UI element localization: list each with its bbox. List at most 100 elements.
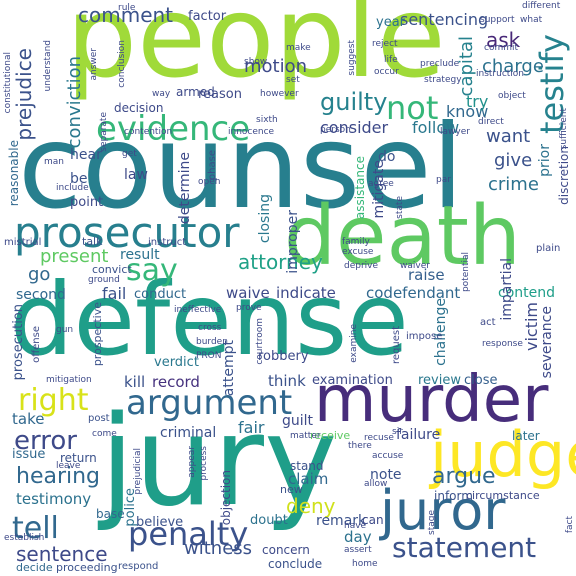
word-open: open: [198, 177, 221, 187]
word-ground: ground: [88, 275, 120, 285]
word-deny: deny: [286, 494, 336, 518]
word-prior: prior: [537, 144, 553, 177]
word-record: record: [152, 373, 200, 391]
word-argument: argument: [126, 383, 293, 423]
word-guilty: guilty: [320, 88, 388, 116]
word-review: review: [418, 373, 461, 388]
word-impartial: impartial: [499, 258, 515, 321]
word-judge: judge: [430, 418, 576, 491]
word-inform: inform: [434, 489, 473, 503]
word-prosecutor: prosecutor: [14, 208, 240, 257]
word-statement: statement: [392, 531, 537, 564]
word-stage: stage: [427, 510, 437, 535]
word-take: take: [12, 410, 45, 428]
word-determine: determine: [177, 152, 193, 225]
word-occur: occur: [374, 67, 399, 77]
word-concern: concern: [262, 543, 310, 557]
word-contention: contention: [124, 127, 173, 137]
word-strategy: strategy: [424, 75, 462, 85]
word-waive: waive: [226, 284, 270, 302]
word-have: have: [344, 521, 367, 531]
word-different: different: [522, 1, 561, 11]
word-home: home: [352, 559, 378, 569]
word-family: family: [342, 237, 370, 247]
word-present: present: [40, 246, 109, 267]
word-prejudicial: prejudicial: [133, 448, 143, 495]
word-prejudice: prejudice: [12, 48, 36, 141]
word-par: par: [436, 175, 451, 185]
word-sir: sir: [392, 427, 403, 437]
word-codefendant: codefendant: [366, 284, 461, 302]
word-new: new: [280, 483, 303, 496]
word-guilt: guilt: [282, 413, 314, 429]
word-second: second: [16, 287, 66, 303]
word-get: get: [122, 149, 137, 159]
word-result: result: [120, 247, 160, 263]
word-direct: direct: [478, 117, 504, 127]
word-separate: separate: [99, 112, 109, 152]
word-be: be: [70, 171, 88, 187]
word-instruct: instruct: [148, 237, 187, 248]
word-jury: jury: [100, 390, 338, 534]
word-agree: agree: [368, 179, 394, 189]
word-prospective: prospective: [91, 302, 104, 367]
word-instruction: instruction: [476, 69, 525, 79]
word-assistance: assistance: [353, 156, 367, 220]
word-receive: receive: [310, 429, 351, 442]
word-tell: tell: [12, 511, 59, 546]
word-charge: charge: [482, 56, 544, 77]
word-year: year: [376, 15, 406, 30]
word-objection: objection: [219, 470, 233, 526]
word-hear: hear: [70, 147, 102, 163]
word-victim: victim: [522, 302, 541, 352]
word-preclude: preclude: [420, 59, 460, 69]
word-man: man: [44, 157, 64, 167]
word-what: what: [520, 15, 543, 25]
word-decide: decide: [16, 561, 53, 574]
word-indicate: indicate: [276, 284, 336, 302]
word-sufficient: sufficient: [559, 108, 569, 150]
word-crime: crime: [488, 174, 539, 195]
word-constitutional: constitutional: [3, 52, 13, 114]
word-impose: impose: [406, 331, 443, 342]
word-PRON: PRON: [196, 351, 222, 361]
word-sentence: sentence: [16, 542, 108, 566]
word-reason: reason: [198, 87, 242, 102]
word-believe: believe: [136, 515, 184, 530]
word-process: process: [199, 446, 209, 481]
word-juror: juror: [380, 479, 506, 542]
word-examine: examine: [349, 324, 359, 363]
word-support: support: [480, 15, 515, 25]
word-raise: raise: [408, 266, 445, 284]
word-capital: capital: [456, 36, 477, 97]
word-verdict: verdict: [154, 355, 199, 370]
word-fact: fact: [565, 516, 575, 534]
word-witness: witness: [184, 538, 253, 559]
word-discretion: discretion: [557, 146, 571, 205]
word-state: state: [395, 196, 405, 219]
word-penalty: penalty: [128, 515, 249, 553]
word-talk: talk: [82, 235, 103, 248]
word-make: make: [286, 43, 311, 53]
word-murder: murder: [314, 363, 549, 437]
word-conduct: conduct: [134, 287, 187, 302]
word-rule: rule: [118, 3, 136, 13]
word-law: law: [124, 167, 148, 183]
word-evidence: evidence: [96, 109, 251, 149]
word-claim: claim: [288, 470, 329, 488]
word-suggest: suggest: [347, 40, 357, 76]
word-point: point: [70, 195, 104, 210]
word-phase: phase: [207, 150, 218, 181]
word-counsel: counsel: [18, 100, 464, 235]
word-appear: appear: [187, 446, 197, 478]
word-factor: factor: [188, 9, 227, 24]
word-fail: fail: [102, 284, 127, 303]
word-however: however: [260, 89, 299, 99]
word-note: note: [370, 467, 402, 483]
word-potential: potential: [461, 252, 471, 293]
word-prosecution: prosecution: [11, 304, 26, 381]
word-right: right: [18, 383, 89, 418]
word-reasonable: reasonable: [7, 140, 21, 207]
word-excuse: excuse: [342, 247, 374, 257]
